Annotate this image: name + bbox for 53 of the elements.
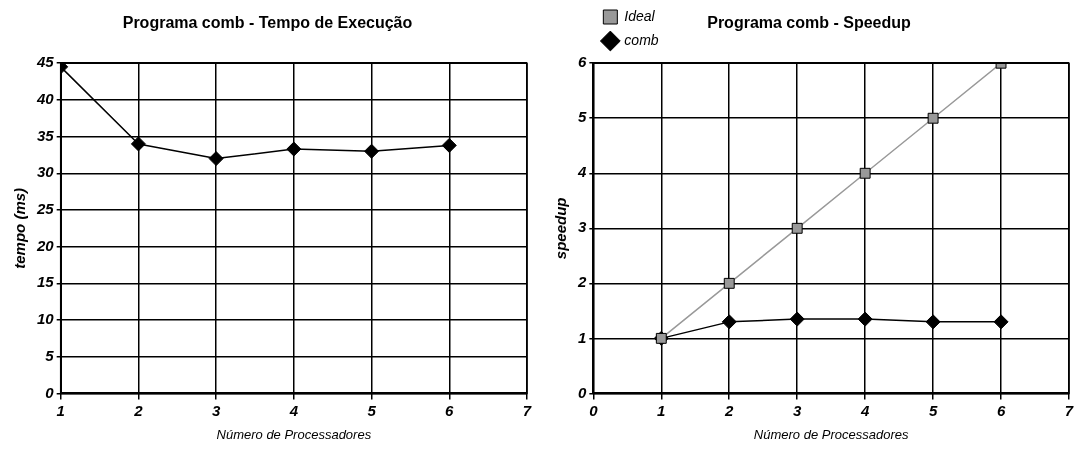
point [789, 311, 805, 327]
y-tick-label: 5 [578, 108, 587, 126]
legend-label: Ideal [624, 7, 656, 24]
y-tick-label: 1 [578, 328, 587, 346]
y-tick-label: 2 [577, 273, 587, 291]
x-tick-label: 2 [133, 401, 144, 419]
point [927, 112, 939, 124]
x-tick-label: 2 [724, 401, 735, 419]
y-tick-label: 10 [37, 310, 55, 328]
legend-label: comb [624, 31, 659, 48]
point [993, 314, 1009, 330]
point [791, 222, 803, 234]
x-tick-label: 7 [1064, 401, 1074, 419]
point [364, 143, 380, 159]
point [286, 141, 302, 157]
x-tick-label: 0 [589, 401, 599, 419]
y-axis-title: speedup [552, 197, 570, 260]
chart-title: Programa comb - Tempo de Execução [122, 14, 413, 32]
y-tick-label: 20 [36, 236, 55, 254]
x-tick-label: 4 [859, 401, 870, 419]
chart-title: Programa comb - Speedup [707, 14, 912, 32]
point [857, 311, 873, 327]
y-tick-label: 0 [45, 383, 55, 401]
point [859, 167, 871, 179]
x-tick-label: 6 [996, 401, 1006, 419]
x-tick-label: 5 [928, 401, 938, 419]
y-tick-label: 45 [36, 53, 55, 71]
y-tick-label: 5 [45, 346, 55, 364]
x-tick-label: 5 [367, 401, 377, 419]
x-tick-label: 7 [522, 401, 532, 419]
y-tick-label: 25 [36, 200, 55, 218]
x-tick-label: 3 [793, 401, 803, 419]
y-tick-label: 15 [37, 273, 55, 291]
y-tick-label: 6 [578, 53, 587, 71]
point [721, 314, 737, 330]
point [441, 137, 457, 153]
point [723, 277, 735, 289]
y-tick-label: 3 [578, 218, 587, 236]
y-axis-title: tempo (ms) [11, 187, 29, 269]
x-tick-label: 1 [657, 401, 666, 419]
y-tick-label: 30 [37, 163, 55, 181]
y-tick-label: 35 [37, 126, 55, 144]
x-tick-label: 3 [211, 401, 221, 419]
x-axis-title: Número de Processadores [753, 426, 909, 442]
point [925, 314, 941, 330]
x-axis-title: Número de Processadores [216, 426, 372, 442]
y-tick-label: 0 [578, 383, 587, 401]
y-tick-label: 4 [577, 163, 587, 181]
y-tick-label: 40 [36, 90, 55, 108]
point [208, 151, 224, 167]
x-tick-label: 6 [445, 401, 455, 419]
x-tick-label: 4 [288, 401, 299, 419]
point [130, 136, 146, 152]
